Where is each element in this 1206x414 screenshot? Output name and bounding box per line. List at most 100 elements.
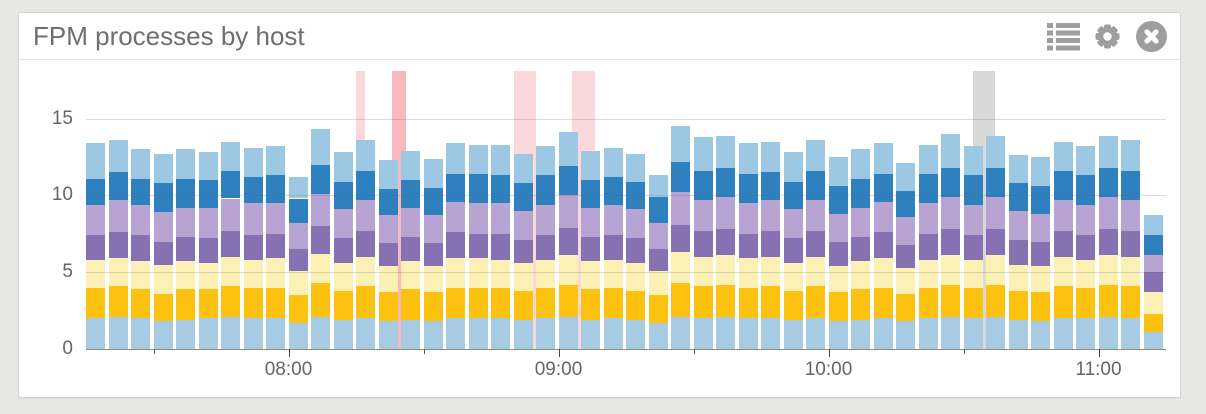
bar-segment [783, 290, 803, 320]
bar-segment [648, 223, 668, 250]
bar-segment [1008, 210, 1028, 240]
bar-segment [243, 287, 263, 319]
bar-segment [468, 287, 488, 319]
bar-segment [176, 319, 195, 349]
bar-segment [828, 213, 848, 242]
bar-segment [333, 209, 353, 239]
bar-segment [1008, 239, 1028, 265]
bar-segment [873, 201, 893, 233]
bar [873, 71, 893, 349]
bar-segment [671, 282, 690, 317]
bar [783, 71, 803, 349]
bar-segment [108, 286, 128, 317]
bar-segment [1143, 255, 1163, 273]
bar-segment [1076, 175, 1095, 205]
bar-segment [581, 207, 600, 237]
bar-segment [783, 238, 803, 263]
bar-segment [896, 190, 915, 217]
x-axis-minor-tick [693, 349, 695, 354]
bar-segment [378, 243, 398, 267]
gear-icon[interactable] [1091, 20, 1124, 53]
bar-segment [468, 203, 488, 234]
x-axis-major-tick [828, 349, 830, 357]
bar-segment [761, 141, 780, 173]
x-axis-line [86, 349, 1166, 350]
bar [153, 71, 173, 349]
bar-segment [941, 196, 960, 230]
bar-segment [558, 195, 578, 228]
bar-segment [491, 203, 510, 234]
bar-segment [873, 258, 893, 288]
bar-segment [333, 319, 353, 349]
bar [288, 71, 308, 349]
bar-segment [536, 287, 555, 319]
bar-segment [513, 239, 533, 263]
bar-segment [221, 256, 240, 287]
bar-segment [1143, 332, 1163, 349]
bar-segment [603, 318, 623, 349]
bar-segment [693, 286, 713, 319]
close-icon[interactable] [1135, 20, 1168, 53]
bar-segment [581, 289, 600, 320]
bar-segment [1121, 200, 1140, 231]
bar-segment [1121, 230, 1140, 257]
bar-segment [828, 266, 848, 293]
bar [1053, 71, 1073, 349]
bar-segment [536, 235, 555, 260]
chart-widget: FPM processes by host [18, 12, 1181, 398]
bar-segment [266, 318, 285, 349]
bar-segment [626, 153, 645, 182]
bar [851, 71, 870, 349]
bar-segment [1053, 230, 1073, 257]
bar-segment [1076, 287, 1095, 319]
bar [108, 71, 128, 349]
bar-segment [198, 263, 218, 290]
bar-segment [1008, 183, 1028, 211]
bar-segment [1098, 255, 1118, 285]
bar-segment [108, 140, 128, 173]
bar-segment [423, 243, 443, 267]
bar [513, 71, 533, 349]
bar-segment [1143, 292, 1163, 314]
bar-segment [806, 318, 825, 349]
bar-segment [1076, 204, 1095, 236]
bar-segment [963, 146, 983, 176]
bar-segment [851, 207, 870, 237]
bar-segment [1031, 292, 1050, 322]
x-axis-minor-tick [423, 349, 425, 354]
bar [1031, 71, 1050, 349]
bar-segment [356, 286, 375, 319]
bar-segment [86, 235, 105, 260]
bar-segment [1098, 229, 1118, 256]
bar-segment [221, 286, 240, 317]
bar-segment [491, 287, 510, 319]
bar-segment [153, 183, 173, 213]
bar-segment [311, 253, 330, 283]
bar [198, 71, 218, 349]
bar-segment [446, 232, 465, 259]
bar-segment [401, 207, 420, 237]
bar-segment [626, 181, 645, 210]
bar-segment [851, 178, 870, 208]
list-icon[interactable] [1047, 20, 1080, 53]
plot-area[interactable] [86, 71, 1166, 350]
bar-segment [941, 255, 960, 285]
bar-segment [446, 143, 465, 174]
bar-segment [558, 255, 578, 285]
bar-segment [491, 318, 510, 349]
bar-segment [828, 157, 848, 187]
bar [131, 71, 150, 349]
x-axis-minor-tick [963, 349, 965, 354]
bar-segment [86, 318, 105, 349]
bar-segment [513, 263, 533, 291]
bar-segment [536, 175, 555, 205]
bar-segment [603, 259, 623, 288]
bar-segment [1098, 316, 1118, 349]
bar-segment [963, 204, 983, 236]
bar-segment [693, 318, 713, 349]
bar-segment [1053, 200, 1073, 231]
bar-segment [783, 263, 803, 291]
bar-segment [131, 178, 150, 205]
x-axis-tick-label: 08:00 [264, 359, 313, 380]
bar-segment [986, 255, 1005, 285]
